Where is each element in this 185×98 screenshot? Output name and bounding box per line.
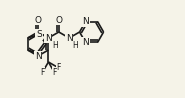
Text: O: O <box>34 15 41 24</box>
Text: N: N <box>45 34 52 43</box>
Text: F: F <box>57 64 61 73</box>
Text: N: N <box>82 38 89 47</box>
Text: H: H <box>73 41 78 50</box>
Text: N: N <box>35 52 41 60</box>
Text: S: S <box>36 30 42 39</box>
Text: F: F <box>40 68 45 77</box>
Text: H: H <box>52 41 58 50</box>
Text: N: N <box>82 17 89 26</box>
Text: O: O <box>55 15 62 24</box>
Text: N: N <box>66 34 73 43</box>
Text: F: F <box>52 68 57 77</box>
